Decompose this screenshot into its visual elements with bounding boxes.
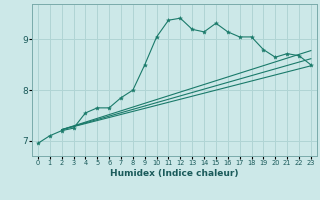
X-axis label: Humidex (Indice chaleur): Humidex (Indice chaleur) (110, 169, 239, 178)
